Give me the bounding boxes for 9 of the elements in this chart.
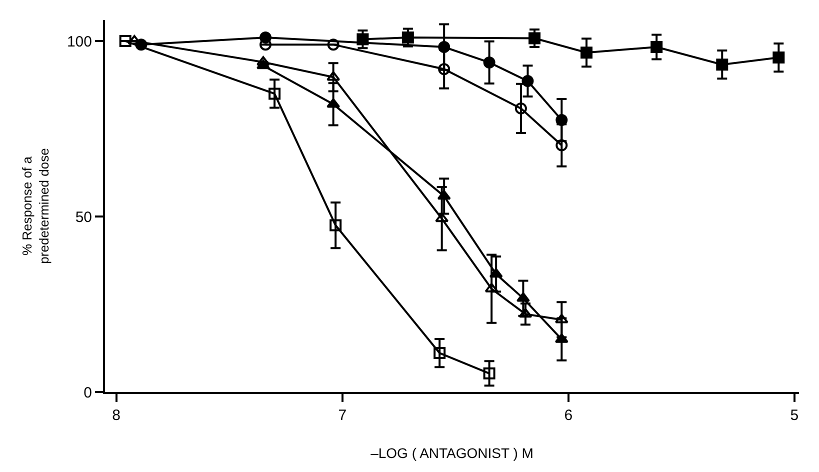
y-tick-label: 0	[84, 384, 92, 402]
x-tick-label: 8	[112, 407, 120, 424]
y-tick-label: 50	[75, 208, 92, 226]
y-tick-label: 100	[66, 33, 92, 50]
x-axis-title: –LOG ( ANTAGONIST ) M	[370, 444, 534, 461]
x-tick-label: 5	[790, 407, 799, 424]
x-tick-label: 6	[564, 407, 573, 424]
y-axis-title: % Response of a predetermined dose	[20, 148, 52, 264]
x-tick-label: 7	[338, 407, 347, 424]
